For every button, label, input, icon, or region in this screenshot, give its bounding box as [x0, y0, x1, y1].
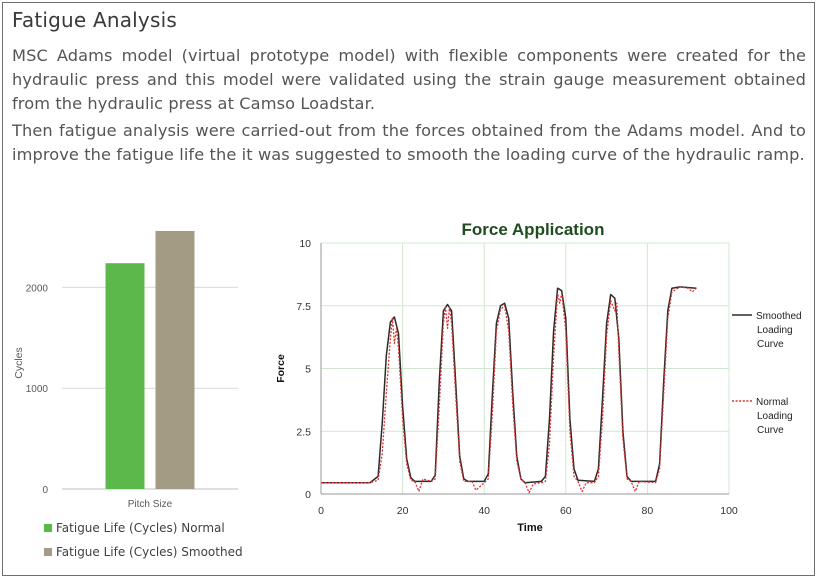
legend-swatch-smoothed — [44, 548, 52, 556]
page-title: Fatigue Analysis — [12, 8, 177, 32]
legend-swatch-normal — [44, 524, 52, 532]
legend-label-smoothed: Fatigue Life (Cycles) Smoothed — [56, 545, 243, 559]
bar-legend-normal: Fatigue Life (Cycles) Normal — [44, 521, 225, 535]
intro-paragraph: MSC Adams model (virtual prototype model… — [12, 46, 806, 113]
bar-legend-smoothed: Fatigue Life (Cycles) Smoothed — [44, 545, 243, 559]
legend-label-normal: Fatigue Life (Cycles) Normal — [56, 521, 225, 535]
fatigue-paragraph: Then fatigue analysis were carried-out f… — [12, 121, 806, 164]
